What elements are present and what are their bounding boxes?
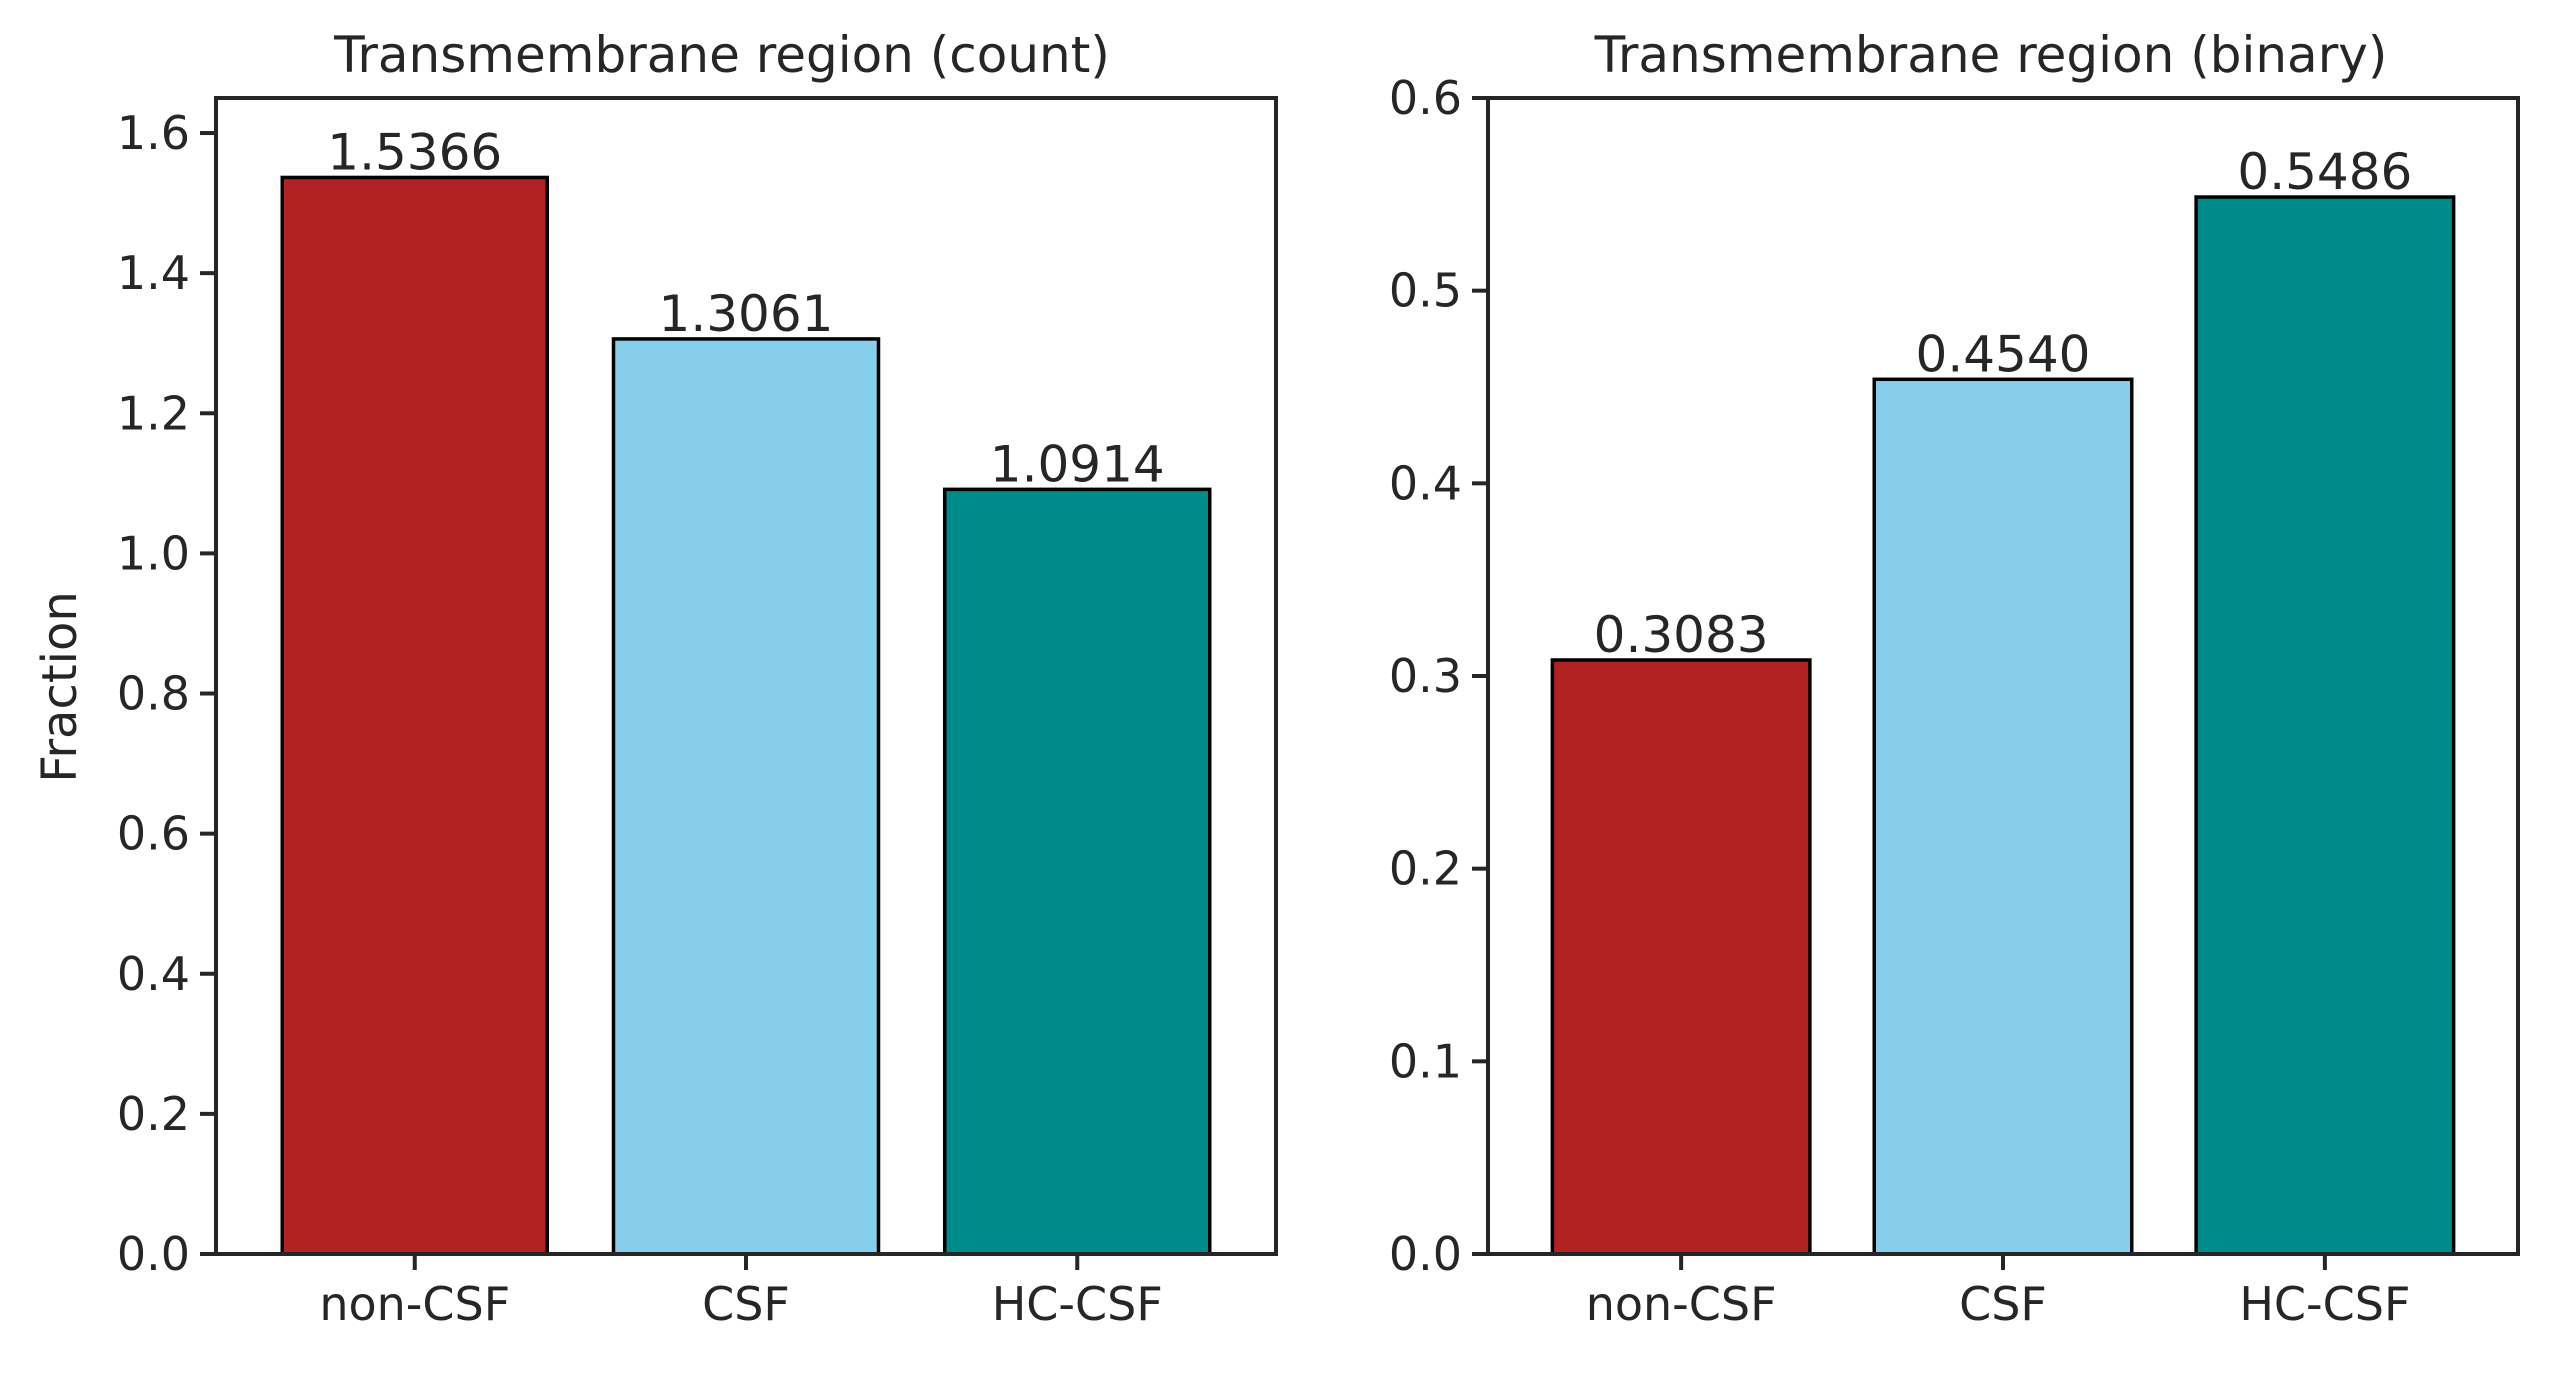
bar-count-non-csf xyxy=(280,175,549,1256)
y-tick-label: 0.6 xyxy=(117,807,190,861)
chart-title-binary: Transmembrane region (binary) xyxy=(1594,26,2388,84)
x-tick-label: CSF xyxy=(1959,1277,2047,1331)
x-tick-label: HC-CSF xyxy=(992,1277,1163,1331)
x-tick-label: non-CSF xyxy=(1586,1277,1777,1331)
x-tick-label: non-CSF xyxy=(319,1277,510,1331)
x-tick-label: HC-CSF xyxy=(2239,1277,2410,1331)
data-label-count-csf: 1.3061 xyxy=(659,285,834,343)
chart-panel-count: 1.5366 non-CSF 1.3061 CSF 1.0914 HC-CSF 0.0 0.2… xyxy=(117,96,1278,1331)
bar-binary-hc-csf xyxy=(2194,195,2456,1256)
y-tick-label: 1.2 xyxy=(117,386,190,440)
data-label-binary-non-csf: 0.3083 xyxy=(1594,606,1769,664)
y-tick-label: 0.8 xyxy=(117,667,190,721)
y-tick-label: 0.1 xyxy=(1389,1034,1462,1088)
data-label-count-hc-csf: 1.0914 xyxy=(990,435,1165,493)
bar-binary-non-csf xyxy=(1550,658,1812,1256)
y-tick-label: 0.2 xyxy=(117,1087,190,1141)
y-tick-label: 0.0 xyxy=(1389,1227,1462,1281)
data-label-binary-csf: 0.4540 xyxy=(1916,325,2091,383)
bar-count-csf xyxy=(611,337,881,1256)
chart-panel-binary: 0.3083 non-CSF 0.4540 CSF 0.5486 HC-CSF 0.0 0.1… xyxy=(1389,71,2520,1331)
y-tick-label: 0.2 xyxy=(1389,842,1462,896)
y-tick-label: 1.6 xyxy=(117,106,190,160)
y-tick-label: 0.4 xyxy=(117,947,190,1001)
y-tick-label: 0.5 xyxy=(1389,264,1462,318)
y-tick-label: 0.3 xyxy=(1389,649,1462,703)
chart-title-count: Transmembrane region (count) xyxy=(333,26,1110,84)
y-tick-label: 1.0 xyxy=(117,526,190,580)
x-tick-label: CSF xyxy=(702,1277,790,1331)
bar-binary-csf xyxy=(1872,377,2134,1256)
axes-frame xyxy=(214,96,1278,1256)
y-axis-label: Fraction xyxy=(32,591,88,783)
axes-frame xyxy=(1486,96,2520,1256)
y-tick-label: 0.4 xyxy=(1389,456,1462,510)
y-tick-label: 0.0 xyxy=(117,1227,190,1281)
data-label-binary-hc-csf: 0.5486 xyxy=(2237,143,2412,201)
y-tick-label: 0.6 xyxy=(1389,71,1462,125)
bar-count-hc-csf xyxy=(943,487,1212,1256)
data-label-count-non-csf: 1.5366 xyxy=(327,123,502,181)
y-tick-label: 1.4 xyxy=(117,246,190,300)
